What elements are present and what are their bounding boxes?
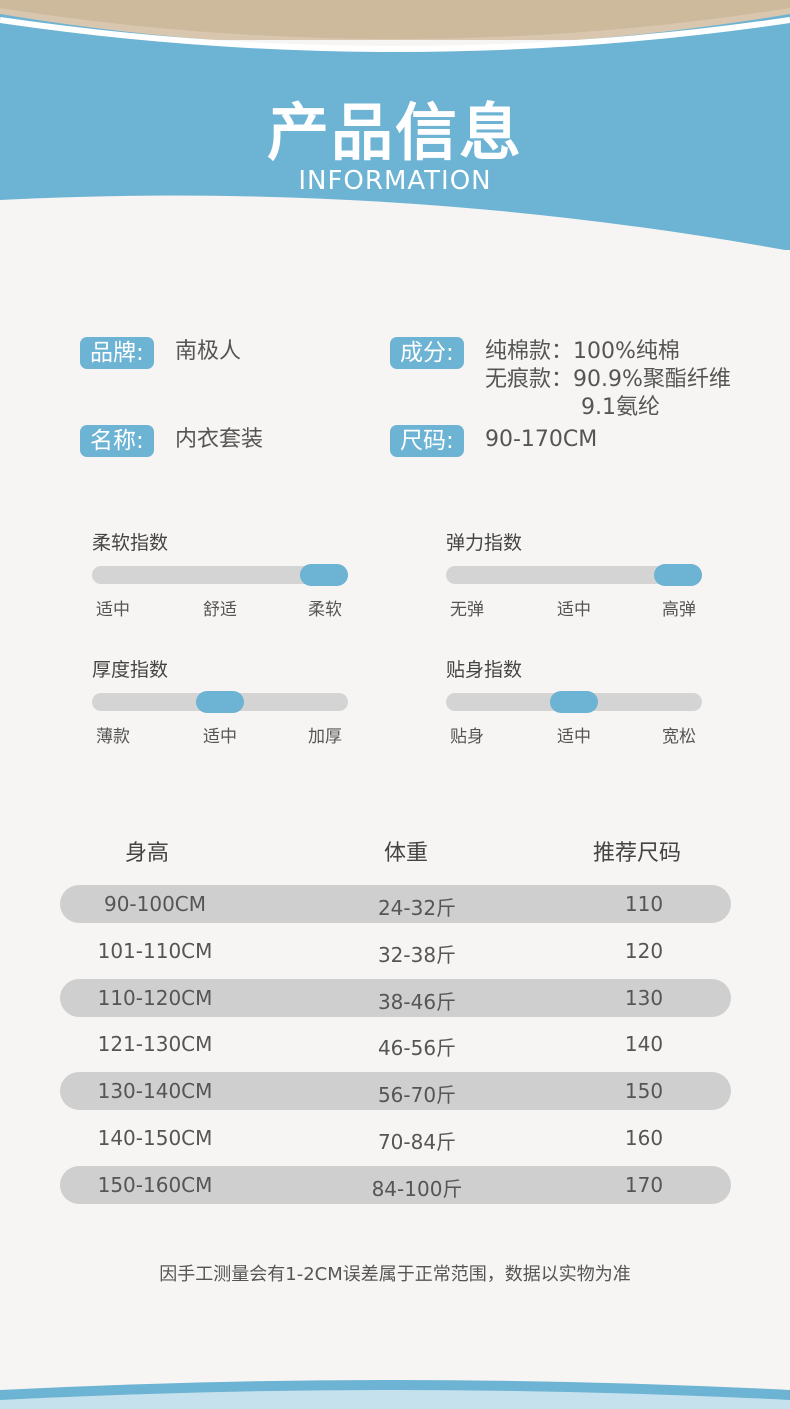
table-cell: 101-110CM: [97, 938, 213, 963]
table-cell: 56-70斤: [377, 1083, 457, 1108]
table-cell: 24-32斤: [377, 896, 457, 920]
index-option: 适中: [96, 600, 130, 620]
index-track: [92, 566, 348, 584]
index-thumb: [654, 564, 702, 586]
texture-edge: [0, 0, 790, 39]
index-thumb: [196, 691, 244, 713]
table-row-bg: [60, 1072, 731, 1111]
index-title: 弹力指数: [446, 532, 523, 554]
table-cell: 140-150CM: [97, 1126, 213, 1150]
table-cell: 121-130CM: [97, 1032, 213, 1057]
index-option: 适中: [557, 600, 591, 620]
table-cell: 110-120CM: [97, 985, 213, 1010]
index-option: 贴身: [450, 727, 484, 747]
header-edge: [0, 17, 790, 52]
info-label: 名称:: [80, 425, 154, 457]
table-header: 推荐尺码: [592, 841, 682, 866]
index-option: 无弹: [450, 600, 484, 620]
table-cell: 160: [624, 1126, 664, 1150]
index-thumb: [300, 564, 348, 586]
index-title: 厚度指数: [92, 659, 169, 681]
table-cell: 90-100CM: [103, 892, 207, 916]
info-label: 尺码:: [390, 425, 464, 457]
info-label: 成分:: [390, 337, 464, 369]
table-cell: 32-38斤: [377, 942, 457, 967]
table-row-bg: [60, 978, 731, 1017]
footer-edge: [0, 1390, 790, 1409]
info-value: 90-170CM: [485, 427, 598, 452]
index-option: 柔软: [308, 600, 342, 620]
info-value: 无痕款：90.9%聚酯纤维: [485, 367, 731, 392]
table-cell: 84-100斤: [371, 1176, 463, 1201]
index-title: 贴身指数: [446, 659, 523, 681]
info-value: 内衣套装: [175, 427, 264, 452]
info-value: 纯棉款：100%纯棉: [485, 339, 680, 364]
table-header: 体重: [383, 841, 429, 866]
info-value: 南极人: [175, 339, 242, 364]
table-row-bg: [60, 885, 731, 923]
info-label: 品牌:: [80, 337, 154, 369]
index-title: 柔软指数: [92, 532, 169, 554]
index-thumb: [550, 691, 598, 713]
index-option: 宽松: [662, 727, 696, 747]
table-cell: 38-46斤: [377, 989, 457, 1014]
table-cell: 150: [624, 1079, 664, 1104]
index-option: 舒适: [203, 600, 237, 620]
table-cell: 130: [624, 985, 664, 1010]
table-cell: 110: [624, 892, 664, 916]
index-option: 高弹: [662, 600, 696, 620]
table-cell: 46-56斤: [377, 1036, 457, 1061]
note: 因手工测量会有1-2CM误差属于正常范围，数据以实物为准: [159, 1264, 631, 1285]
subtitle: INFORMATION: [298, 166, 492, 196]
table-cell: 170: [624, 1172, 664, 1197]
table-cell: 120: [624, 938, 664, 963]
table-cell: 150-160CM: [97, 1172, 213, 1197]
index-option: 加厚: [308, 727, 342, 747]
index-option: 适中: [203, 727, 237, 747]
index-option: 适中: [557, 727, 591, 747]
table-header: 身高: [124, 841, 170, 866]
table-cell: 130-140CM: [97, 1079, 213, 1104]
table-row-bg: [60, 1165, 731, 1204]
index-track: [446, 566, 702, 584]
title: 产品信息: [266, 96, 523, 169]
header-band: [0, 14, 790, 250]
info-value: 9.1氨纶: [581, 395, 660, 420]
table-cell: 140: [624, 1032, 664, 1057]
table-cell: 70-84斤: [377, 1130, 457, 1154]
index-option: 薄款: [96, 727, 130, 747]
